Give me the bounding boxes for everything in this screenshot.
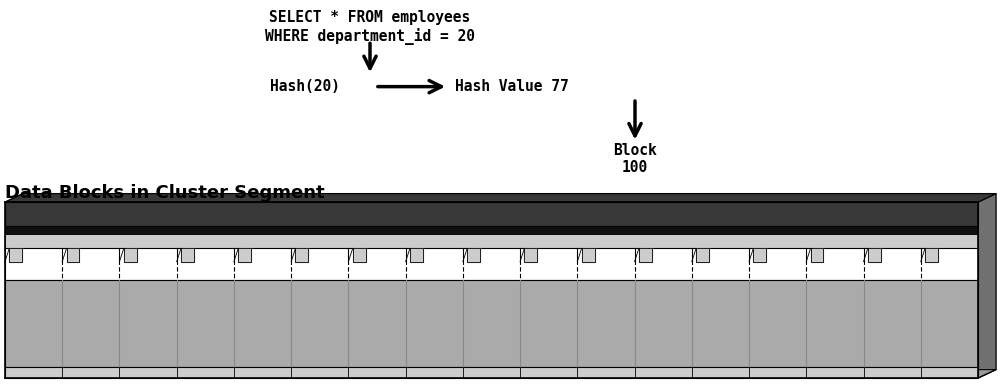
Polygon shape xyxy=(582,248,595,261)
Text: Hash(20): Hash(20) xyxy=(270,79,340,94)
Polygon shape xyxy=(5,370,996,378)
Text: WHERE department_id = 20: WHERE department_id = 20 xyxy=(265,28,475,45)
Bar xyxy=(5,234,978,248)
Text: SELECT * FROM employees: SELECT * FROM employees xyxy=(269,10,471,25)
Polygon shape xyxy=(467,248,480,261)
Polygon shape xyxy=(925,248,938,261)
Polygon shape xyxy=(353,248,366,261)
Polygon shape xyxy=(868,248,881,261)
Polygon shape xyxy=(410,248,423,261)
Bar xyxy=(5,248,978,280)
Polygon shape xyxy=(753,248,766,261)
Polygon shape xyxy=(5,194,996,202)
Polygon shape xyxy=(811,248,823,261)
Polygon shape xyxy=(238,248,251,261)
Polygon shape xyxy=(124,248,137,261)
Bar xyxy=(5,202,978,226)
Polygon shape xyxy=(181,248,194,261)
Polygon shape xyxy=(295,248,308,261)
Polygon shape xyxy=(67,248,79,261)
Bar xyxy=(5,226,978,234)
Bar xyxy=(5,280,978,367)
Text: 100: 100 xyxy=(622,160,648,175)
Polygon shape xyxy=(696,248,709,261)
Text: Hash Value 77: Hash Value 77 xyxy=(455,79,569,94)
Text: Block: Block xyxy=(613,143,657,157)
Text: Data Blocks in Cluster Segment: Data Blocks in Cluster Segment xyxy=(5,184,325,201)
Polygon shape xyxy=(524,248,537,261)
Bar xyxy=(5,367,978,378)
Polygon shape xyxy=(978,194,996,378)
Polygon shape xyxy=(9,248,22,261)
Bar xyxy=(5,202,978,378)
Polygon shape xyxy=(639,248,652,261)
